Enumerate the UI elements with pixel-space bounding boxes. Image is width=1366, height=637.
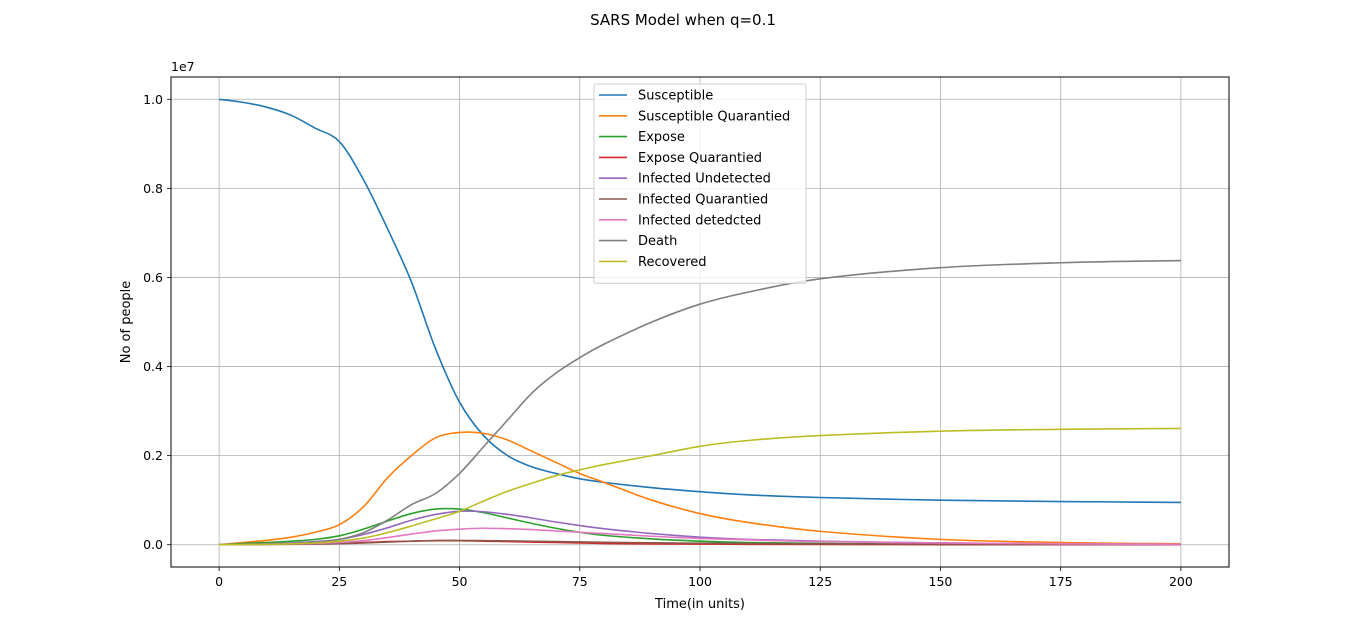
legend-label-death: Death: [638, 234, 677, 249]
y-tick-label: 0.6: [143, 270, 163, 285]
x-axis-label: Time(in units): [654, 597, 745, 612]
x-tick-label: 75: [572, 574, 588, 589]
series-lines: [218, 98, 1181, 546]
legend-label-infected-undetected: Infected Undetected: [638, 172, 771, 187]
legend-label-infected-detedcted: Infected detedcted: [638, 213, 761, 228]
series-line-recovered: [219, 427, 1181, 546]
legend-label-susceptible: Susceptible: [638, 89, 713, 104]
x-tick-label: 25: [331, 574, 347, 589]
x-tick-label: 100: [688, 574, 712, 589]
y-tick-label: 0.4: [143, 359, 163, 374]
legend-label-expose: Expose: [638, 130, 685, 145]
legend-box: [593, 83, 807, 284]
y-axis-label: No of people: [119, 281, 134, 364]
x-tick-label: 125: [808, 574, 832, 589]
x-tick-label: 50: [452, 574, 468, 589]
legend-label-infected-quarantied: Infected Quarantied: [638, 193, 768, 208]
y-tick-label: 0.0: [143, 537, 163, 552]
series-line-susceptible-quarantied: [219, 431, 1181, 546]
x-tick-label: 175: [1049, 574, 1073, 589]
legend-label-expose-quarantied: Expose Quarantied: [638, 151, 762, 166]
y-tick-label: 0.2: [143, 448, 163, 463]
axis-ticks: 0 25 50 75 100 125 150 175 200 0.0 0.2 0.4 0.6 0.8 1.0: [143, 92, 1193, 589]
x-tick-label: 200: [1169, 574, 1193, 589]
series-line-susceptible: [218, 98, 1181, 504]
y-tick-label: 1.0: [143, 92, 163, 107]
legend: Susceptible Susceptible Quarantied Expose E…: [593, 83, 807, 284]
chart-title: SARS Model when q=0.1: [590, 11, 776, 29]
legend-label-recovered: Recovered: [638, 255, 707, 270]
y-tick-label: 0.8: [143, 181, 163, 196]
legend-label-susceptible-quarantied: Susceptible Quarantied: [638, 109, 790, 124]
x-tick-label: 150: [929, 574, 953, 589]
y-axis-offset-label: 1e7: [171, 59, 195, 74]
x-tick-label: 0: [215, 574, 223, 589]
